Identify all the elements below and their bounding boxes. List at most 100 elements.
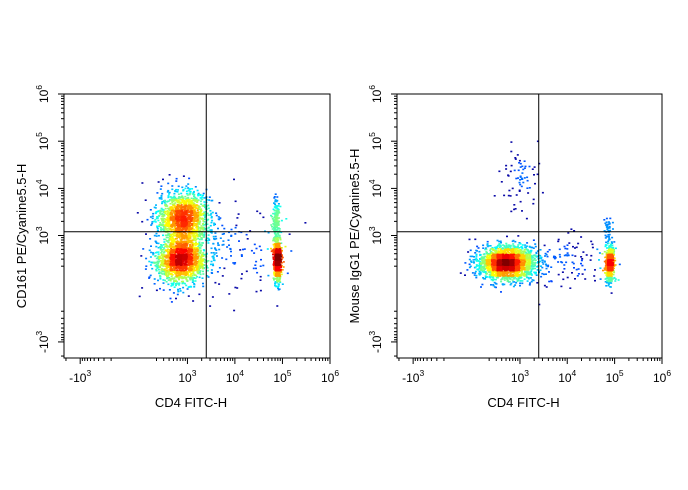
event-dot — [524, 246, 527, 249]
event-dot — [189, 263, 192, 266]
event-dot — [202, 194, 204, 197]
event-dot — [180, 260, 183, 263]
event-dot — [493, 281, 496, 284]
event-dot — [276, 273, 278, 275]
event-dot — [179, 245, 182, 248]
event-dot — [173, 229, 176, 232]
event-dot — [282, 266, 285, 268]
event-dot — [526, 280, 529, 282]
event-dot — [530, 274, 533, 276]
event-dot — [192, 267, 195, 270]
event-dot — [530, 268, 533, 271]
event-dot — [185, 248, 187, 251]
event-dot — [171, 209, 173, 212]
event-dot — [201, 263, 204, 266]
event-dot — [540, 275, 543, 278]
event-dot — [557, 273, 560, 276]
event-dots — [136, 174, 307, 312]
event-dot — [197, 192, 200, 195]
event-dot — [155, 268, 158, 271]
event-dot — [533, 257, 536, 260]
event-dot — [474, 270, 477, 273]
event-dot — [167, 207, 170, 210]
event-dot — [511, 279, 514, 281]
event-dot — [275, 238, 278, 241]
event-dot — [492, 248, 495, 250]
event-dot — [496, 239, 499, 242]
event-dot — [240, 277, 243, 280]
event-dot — [478, 267, 481, 270]
event-dot — [494, 248, 497, 250]
event-dot — [191, 243, 194, 246]
event-dot — [168, 208, 171, 211]
event-dot — [169, 235, 171, 238]
event-dot — [273, 248, 276, 251]
event-dot — [566, 254, 569, 257]
event-dot — [184, 227, 187, 230]
event-dot — [165, 273, 168, 275]
event-dot — [477, 264, 480, 267]
event-dot — [200, 214, 203, 217]
event-dot — [149, 264, 152, 266]
event-dot — [158, 257, 161, 260]
event-dot — [278, 244, 281, 246]
event-dot — [158, 271, 161, 274]
event-dot — [185, 250, 187, 253]
event-dot — [481, 256, 484, 258]
event-dot — [274, 239, 277, 242]
event-dot — [605, 235, 608, 238]
event-dot — [274, 223, 277, 226]
event-dot — [560, 261, 563, 263]
event-dot — [202, 192, 205, 195]
event-dot — [162, 262, 165, 265]
event-dot — [173, 235, 175, 237]
event-dot — [611, 221, 614, 224]
event-dot — [191, 262, 194, 264]
event-dot — [203, 261, 206, 263]
event-dot — [166, 260, 169, 263]
event-dot — [489, 251, 492, 253]
event-dot — [173, 263, 176, 266]
event-dot — [530, 280, 533, 283]
event-dot — [259, 289, 262, 292]
event-dot — [267, 231, 270, 234]
event-dot — [191, 210, 193, 212]
event-dot — [158, 214, 161, 217]
event-dot — [217, 218, 220, 220]
event-dot — [201, 259, 203, 261]
event-dot — [275, 248, 278, 250]
event-dot — [611, 277, 614, 280]
event-dot — [203, 233, 206, 235]
event-dot — [157, 242, 160, 245]
event-dot — [526, 242, 529, 244]
event-dot — [168, 250, 171, 252]
event-dot — [277, 267, 280, 269]
event-dot — [475, 274, 478, 277]
event-dot — [492, 284, 495, 286]
event-dot — [182, 242, 185, 244]
event-dot — [156, 251, 158, 254]
event-dot — [510, 141, 513, 143]
event-dot — [609, 245, 612, 247]
event-dot — [185, 274, 187, 276]
event-dot — [566, 276, 569, 279]
event-dot — [190, 207, 193, 210]
event-dot — [198, 235, 201, 238]
event-dot — [181, 220, 184, 223]
event-dot — [479, 262, 482, 264]
event-dot — [541, 272, 544, 275]
event-dot — [175, 232, 178, 234]
event-dot — [270, 214, 272, 217]
event-dot — [515, 278, 518, 280]
event-dot — [163, 238, 166, 241]
event-dot — [210, 212, 213, 215]
event-dot — [237, 213, 240, 215]
event-dot — [496, 244, 499, 247]
event-dot — [188, 250, 191, 253]
event-dot — [509, 244, 512, 247]
event-dot — [191, 270, 194, 273]
event-dot — [162, 218, 165, 221]
x-axis-ticks: -103 103 104 105 106 — [65, 358, 339, 385]
event-dot — [185, 220, 187, 222]
event-dot — [198, 242, 201, 244]
